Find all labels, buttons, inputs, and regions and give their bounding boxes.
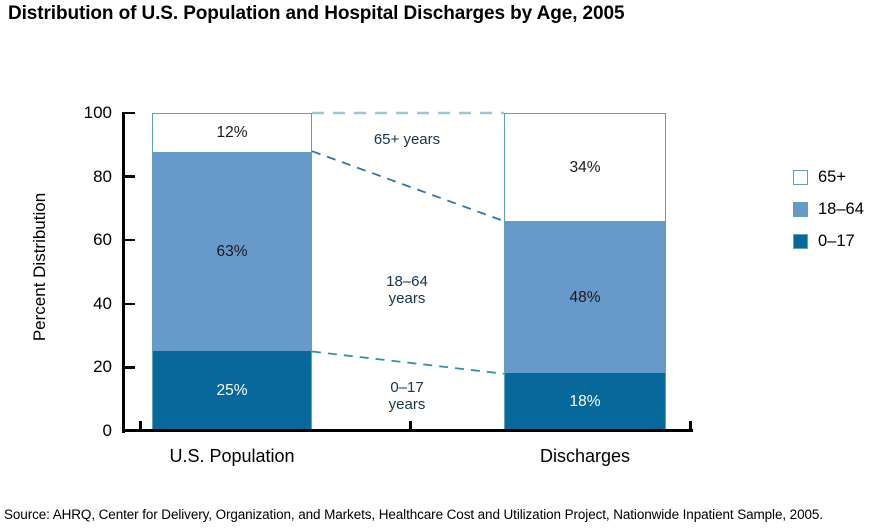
chart-title: Distribution of U.S. Population and Hosp… [8,3,625,24]
y-tick-label: 100 [83,103,112,122]
bar-segment-65+: 34% [505,114,665,223]
bar-segment-18-64: 63% [153,152,311,352]
legend-swatch-18-64 [793,201,808,217]
y-tick-mark [124,238,135,242]
bar-segment-18-64: 48% [505,222,665,374]
y-tick-mark [124,366,135,369]
legend-item-18-64: 18–64 [793,193,864,225]
legend-swatch-0-17 [793,233,808,249]
legend: 65+ 18–64 0–17 [793,161,864,257]
bar-U-S-Population: 12% 63% 25% [152,113,312,431]
legend-label: 0–17 [818,231,855,250]
bar-segment-value: 18% [569,392,601,410]
y-axis-line [122,112,125,433]
y-tick-label: 0 [102,421,112,440]
x-tick-mark [409,421,412,429]
y-tick-label: 80 [93,166,112,186]
y-tick-mark [124,111,135,115]
bar-segment-value: 12% [216,123,248,141]
connector-label: 0–17 years [327,379,487,413]
bar-segment-0-17: 18% [505,373,665,430]
y-tick-mark [124,175,135,178]
connector-label-line: years [388,290,426,307]
bar-Discharges: 34% 48% 18% [504,113,666,431]
legend-item-0-17: 0–17 [793,225,864,257]
y-tick-label: 40 [93,293,112,313]
connector-label-line: 0–17 [390,379,424,396]
x-category-label: U.S. Population [169,446,295,466]
connector-line [311,150,505,222]
connector-label-line: 65+ years [373,131,441,148]
x-tick-mark [689,421,692,429]
y-tick-label: 60 [93,230,112,250]
bar-segment-value: 63% [216,243,248,261]
bar-segment-0-17: 25% [153,351,311,430]
bar-segment-value: 25% [216,381,248,399]
bar-segment-value: 34% [569,158,601,176]
connector-label: 65+ years [327,131,487,148]
connector-line [311,350,505,375]
x-axis-line [122,429,693,432]
connector-label: 18–64 years [327,273,487,307]
legend-swatch-65+ [793,169,808,185]
x-tick-mark [139,421,142,429]
legend-label: 65+ [818,167,846,186]
y-tick-mark [124,302,135,306]
bar-segment-value: 48% [569,288,601,306]
connector-label-line: years [388,396,426,413]
x-category-label: Discharges [539,446,631,466]
bar-segment-65+: 12% [153,114,311,153]
source-citation: Source: AHRQ, Center for Delivery, Organ… [4,507,823,522]
y-tick-label: 20 [93,357,112,377]
legend-item-65+: 65+ [793,161,864,193]
connector-label-line: 18–64 [386,273,428,290]
legend-label: 18–64 [818,199,864,218]
